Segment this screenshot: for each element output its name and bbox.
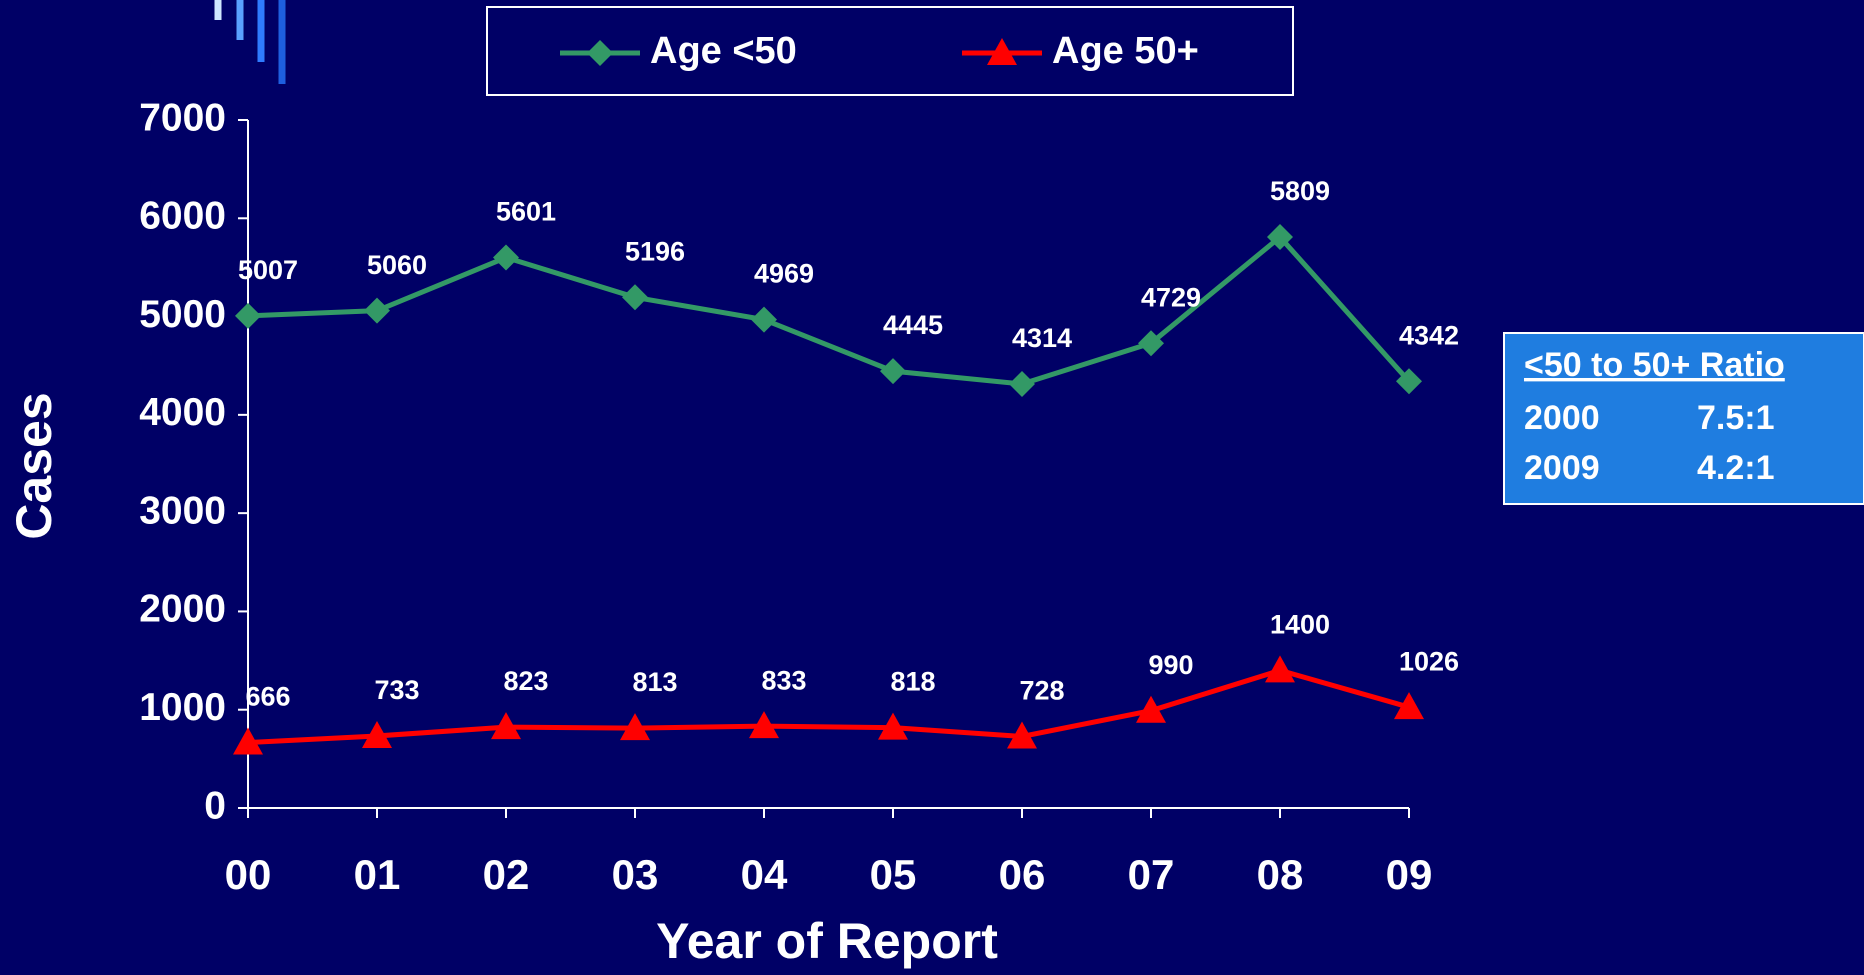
data-label: 1026 xyxy=(1399,646,1459,676)
data-label: 5060 xyxy=(367,250,427,280)
marker xyxy=(587,40,613,66)
y-tick-label: 4000 xyxy=(139,391,226,434)
marker xyxy=(1394,692,1424,720)
x-tick-label: 02 xyxy=(483,851,530,898)
marker xyxy=(493,244,519,271)
x-tick-label: 05 xyxy=(870,851,917,898)
marker xyxy=(1267,224,1293,251)
marker xyxy=(233,727,263,755)
marker xyxy=(880,358,906,385)
legend-label: Age <50 xyxy=(650,30,797,72)
marker xyxy=(364,297,390,324)
y-axis-title: Cases xyxy=(6,392,62,539)
x-tick-label: 00 xyxy=(225,851,272,898)
ratio-year: 2000 xyxy=(1524,399,1600,437)
data-label: 813 xyxy=(632,667,677,697)
y-tick-label: 3000 xyxy=(139,489,226,532)
x-tick-label: 03 xyxy=(612,851,659,898)
data-label: 990 xyxy=(1148,650,1193,680)
x-axis-title: Year of Report xyxy=(656,913,998,969)
decoration xyxy=(214,0,286,84)
ratio-background xyxy=(1503,332,1864,505)
series-line xyxy=(247,667,1410,746)
data-label: 4342 xyxy=(1399,320,1459,350)
y-tick-label: 1000 xyxy=(139,686,226,729)
data-label: 818 xyxy=(890,667,935,697)
marker xyxy=(1265,655,1295,683)
y-tick-label: 0 xyxy=(204,784,226,827)
marker xyxy=(491,712,521,740)
marker xyxy=(1009,370,1035,397)
marker xyxy=(235,302,261,329)
data-label: 4969 xyxy=(754,259,814,289)
data-label: 5809 xyxy=(1270,176,1330,206)
x-tick-label: 01 xyxy=(354,851,401,898)
legend-box xyxy=(486,6,1294,96)
marker xyxy=(620,713,650,741)
x-tick-label: 06 xyxy=(999,851,1046,898)
marker xyxy=(1396,368,1422,395)
marker xyxy=(1138,330,1164,357)
x-tick-label: 08 xyxy=(1257,851,1304,898)
data-label: 823 xyxy=(503,666,548,696)
marker xyxy=(878,712,908,740)
ratio-year: 2009 xyxy=(1524,449,1600,487)
marker xyxy=(362,720,392,748)
data-label: 5007 xyxy=(238,255,298,285)
y-tick-label: 6000 xyxy=(139,195,226,238)
ratio-box: <50 to 50+ Ratio 2000 7.5:1 2009 4.2:1 xyxy=(1503,332,1864,505)
y-tick-label: 5000 xyxy=(139,293,226,336)
data-label: 5601 xyxy=(496,197,556,227)
ratio-value: 7.5:1 xyxy=(1697,399,1775,437)
x-tick-label: 04 xyxy=(741,851,788,898)
x-tick-label: 09 xyxy=(1386,851,1433,898)
data-label: 4729 xyxy=(1141,282,1201,312)
marker xyxy=(987,38,1017,65)
data-label: 728 xyxy=(1019,676,1064,706)
x-tick-label: 07 xyxy=(1128,851,1175,898)
data-label: 4314 xyxy=(1012,323,1072,353)
data-label: 5196 xyxy=(625,236,685,266)
marker xyxy=(622,284,648,311)
marker xyxy=(751,306,777,333)
data-label: 733 xyxy=(374,675,419,705)
legend-label: Age 50+ xyxy=(1052,30,1199,72)
ratio-value: 4.2:1 xyxy=(1697,449,1775,487)
data-label: 833 xyxy=(761,665,806,695)
ratio-header: <50 to 50+ Ratio xyxy=(1524,346,1785,384)
series-line xyxy=(247,233,1411,387)
data-label: 4445 xyxy=(883,310,943,340)
data-label: 1400 xyxy=(1270,610,1330,640)
y-tick-label: 2000 xyxy=(139,588,226,631)
y-tick-label: 7000 xyxy=(139,96,226,139)
marker xyxy=(749,711,779,739)
marker xyxy=(1136,695,1166,723)
marker xyxy=(1007,721,1037,749)
data-label: 666 xyxy=(245,682,290,712)
